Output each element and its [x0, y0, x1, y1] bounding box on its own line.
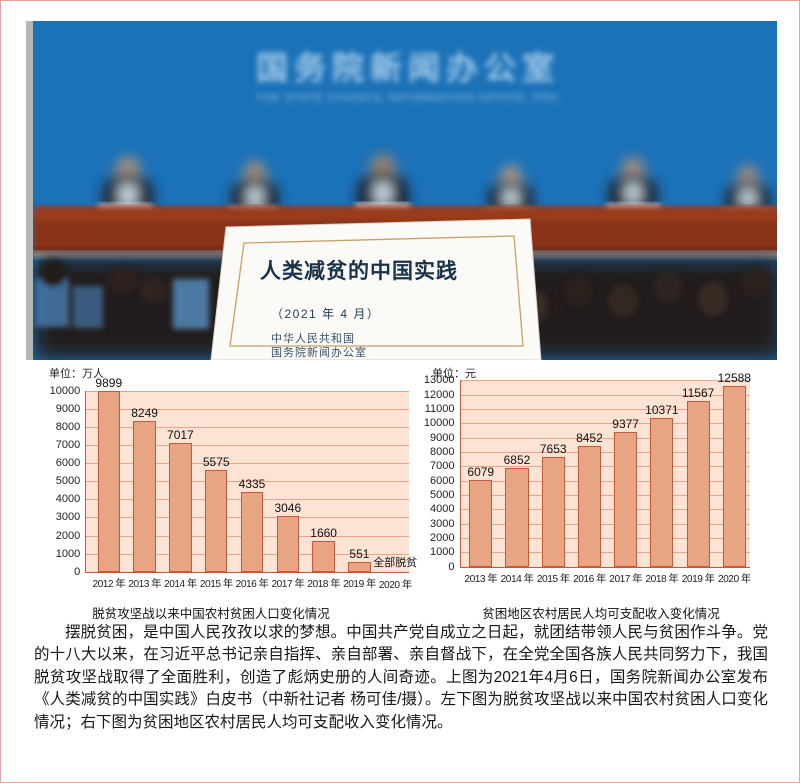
- svg-text:人类减贫的中国实践: 人类减贫的中国实践: [260, 259, 458, 283]
- svg-text:（2021 年 4 月）: （2021 年 4 月）: [271, 307, 380, 321]
- svg-text:THE STATE COUNCIL INFORMATION: THE STATE COUNCIL INFORMATION OFFICE, PR…: [256, 92, 560, 104]
- svg-text:国务院新闻办公室: 国务院新闻办公室: [271, 345, 367, 359]
- svg-text:中华人民共和国: 中华人民共和国: [271, 331, 355, 345]
- svg-text:国务院新闻办公室: 国务院新闻办公室: [256, 50, 560, 86]
